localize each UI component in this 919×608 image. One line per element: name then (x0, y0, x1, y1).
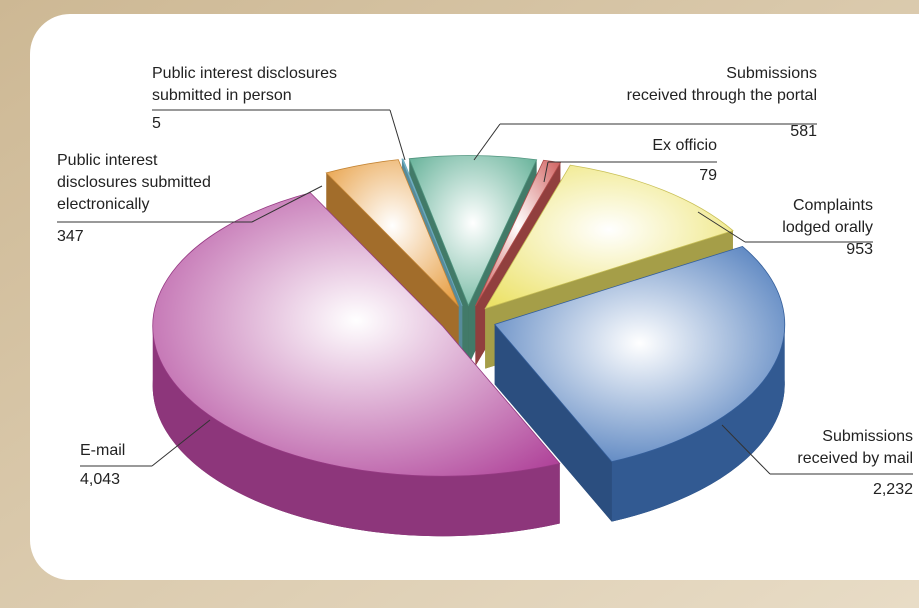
label: Submissions (822, 428, 913, 445)
page: {"chart_data": {"type": "pie", "categori… (0, 0, 919, 608)
value-label: 2,232 (873, 481, 913, 498)
label: Complaints (793, 197, 873, 214)
label: Ex officio (652, 137, 717, 154)
label: electronically (57, 196, 149, 213)
value-label: 347 (57, 228, 84, 245)
label: E-mail (80, 442, 125, 459)
value-label: 79 (699, 167, 717, 184)
value-label: 5 (152, 115, 161, 132)
value-label: 581 (790, 123, 817, 140)
label: Public interest (57, 152, 158, 169)
label: received through the portal (627, 87, 817, 104)
value-label: 953 (846, 241, 873, 258)
label: disclosures submitted (57, 174, 211, 191)
value-label: 4,043 (80, 471, 120, 488)
label: Submissions (726, 65, 817, 82)
label: Public interest disclosures (152, 65, 337, 82)
label: submitted in person (152, 87, 292, 104)
chart: Public interest disclosures submitted in … (0, 0, 919, 608)
label: lodged orally (782, 219, 873, 236)
label: received by mail (797, 450, 913, 467)
